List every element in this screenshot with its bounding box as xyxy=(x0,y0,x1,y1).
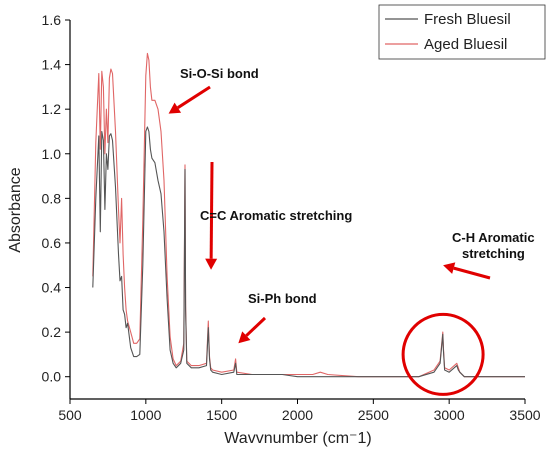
y-tick-label: 0.2 xyxy=(42,324,62,340)
y-ticks: 0.0 0.2 0.4 0.6 0.8 1.0 1.2 1.4 1.6 xyxy=(42,12,70,385)
x-tick-label: 1500 xyxy=(206,407,237,423)
y-tick-label: 0.6 xyxy=(42,235,62,251)
x-axis-title: Wavvnumber (cm⁻1) xyxy=(224,430,371,447)
annotation-si-o-si: Si-O-Si bond xyxy=(180,66,259,81)
y-axis-title: Absorbance xyxy=(7,167,24,252)
annotation-arrowhead xyxy=(168,102,182,114)
annotation-arrows xyxy=(168,85,491,344)
y-tick-label: 0.4 xyxy=(42,280,62,296)
legend-label-fresh: Fresh Bluesil xyxy=(424,11,511,28)
annotation-c-h-aromatic: C-H Aromatic xyxy=(452,230,535,245)
annotation-arrowhead xyxy=(205,258,218,270)
annotation-arrowhead xyxy=(238,331,251,344)
legend-label-aged: Aged Bluesil xyxy=(424,36,507,53)
x-tick-label: 500 xyxy=(58,407,82,423)
annotation-si-ph: Si-Ph bond xyxy=(248,291,317,306)
annotation-arrow xyxy=(209,161,214,259)
y-tick-label: 1.0 xyxy=(42,146,62,162)
annotation-arrowhead xyxy=(443,262,456,274)
annotation-arrow xyxy=(245,316,267,337)
x-tick-label: 1000 xyxy=(130,407,161,423)
x-tick-label: 2000 xyxy=(282,407,313,423)
annotation-c-c-aromatic: C=C Aromatic stretching xyxy=(200,208,352,223)
x-tick-label: 3000 xyxy=(434,407,465,423)
y-tick-label: 0.8 xyxy=(42,190,62,206)
y-tick-label: 1.2 xyxy=(42,101,62,117)
legend: Fresh Bluesil Aged Bluesil xyxy=(378,4,546,60)
y-tick-label: 0.0 xyxy=(42,369,62,385)
annotation-arrow xyxy=(453,266,491,280)
y-tick-label: 1.6 xyxy=(42,12,62,28)
highlight-circle xyxy=(401,312,485,396)
legend-box xyxy=(378,4,546,60)
annotation-arrow xyxy=(177,85,211,109)
x-tick-label: 3500 xyxy=(509,407,540,423)
x-tick-label: 2500 xyxy=(358,407,389,423)
x-ticks: 500 1000 1500 2000 2500 3000 3500 xyxy=(58,399,541,423)
y-tick-label: 1.4 xyxy=(42,57,62,73)
annotation-c-h-stretching: stretching xyxy=(462,246,525,261)
